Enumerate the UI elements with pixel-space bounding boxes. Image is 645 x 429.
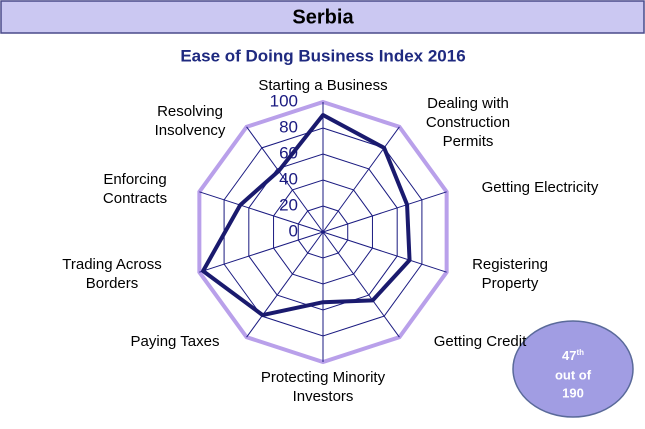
category-label: Dealing with Construction Permits bbox=[425, 95, 511, 150]
y-tick-label: 100 bbox=[270, 91, 298, 110]
y-tick-label: 0 bbox=[289, 221, 298, 240]
category-label: Paying Taxes bbox=[130, 333, 220, 350]
category-label: Trading Across Borders bbox=[62, 256, 162, 292]
y-tick-label: 60 bbox=[279, 143, 298, 162]
badge-text: out of bbox=[555, 367, 592, 382]
category-label: Resolving Insolvency bbox=[154, 103, 226, 139]
spoke bbox=[199, 231, 324, 273]
badge-rank-number: 47 bbox=[562, 348, 576, 363]
spoke bbox=[246, 126, 324, 233]
chart-title: Ease of Doing Business Index 2016 bbox=[180, 46, 465, 65]
data-line bbox=[201, 113, 412, 318]
spoke bbox=[199, 191, 324, 233]
y-tick-label: 80 bbox=[279, 117, 298, 136]
category-label: Getting Electricity bbox=[481, 179, 599, 196]
header-bar bbox=[0, 0, 645, 34]
spoke bbox=[322, 126, 400, 233]
y-tick-label: 40 bbox=[279, 169, 298, 188]
spoke bbox=[246, 231, 324, 338]
header-title: Serbia bbox=[292, 6, 354, 28]
category-label: Starting a Business bbox=[258, 77, 388, 94]
y-tick-label: 20 bbox=[279, 195, 298, 214]
badge-rank: 47th bbox=[562, 348, 584, 364]
rank-badge bbox=[512, 320, 634, 418]
badge-rank-suffix: th bbox=[576, 348, 584, 357]
category-label: Getting Credit bbox=[433, 333, 527, 350]
spoke bbox=[322, 191, 447, 233]
spoke bbox=[322, 231, 447, 273]
spoke bbox=[322, 231, 400, 338]
category-label: Protecting Minority Investors bbox=[260, 369, 386, 405]
badge-text: 190 bbox=[562, 385, 584, 400]
plot: 0 20 40 60 80 100 bbox=[197, 91, 449, 365]
category-label: Enforcing Contracts bbox=[102, 171, 168, 207]
category-label: Registering Property bbox=[472, 256, 548, 292]
